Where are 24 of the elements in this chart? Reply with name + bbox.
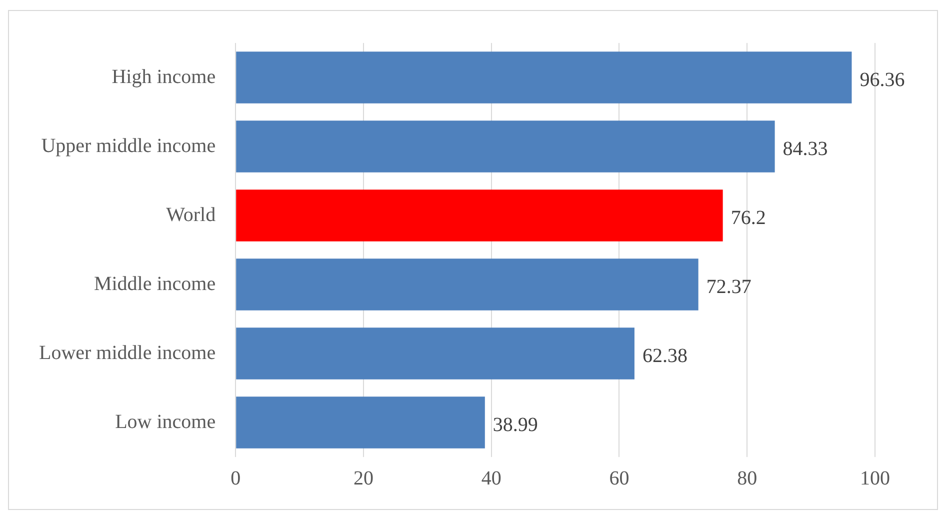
bar: [236, 396, 485, 448]
data-label: 84.33: [782, 138, 828, 160]
y-tick-label: Lower middle income: [38, 342, 216, 364]
data-label: 38.99: [492, 414, 538, 436]
x-tick-label: 100: [860, 467, 890, 490]
data-label: 72.37: [706, 276, 752, 298]
data-label: 96.36: [860, 68, 905, 91]
x-tick-label: 80: [737, 467, 758, 490]
y-tick-label: Low income: [115, 410, 216, 433]
x-tick-label: 60: [609, 467, 630, 490]
data-label: 62.38: [642, 344, 688, 367]
bar: [236, 190, 723, 242]
y-tick-label: High income: [112, 66, 216, 88]
x-tick-label: 0: [230, 467, 241, 490]
x-tick-label: 20: [353, 467, 374, 490]
y-tick-label: Upper middle income: [41, 134, 216, 157]
y-tick-label: Middle income: [94, 272, 216, 295]
bar: [236, 52, 852, 104]
data-label: 76.2: [730, 206, 766, 229]
bar: [236, 328, 634, 380]
bar: [236, 258, 698, 310]
y-tick-label: World: [166, 204, 216, 226]
bar: [236, 120, 775, 172]
x-tick-label: 40: [481, 467, 502, 490]
